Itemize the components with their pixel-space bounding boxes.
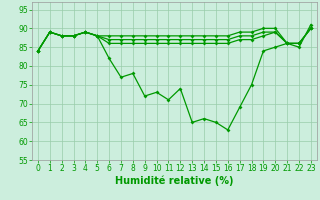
X-axis label: Humidité relative (%): Humidité relative (%): [115, 176, 234, 186]
